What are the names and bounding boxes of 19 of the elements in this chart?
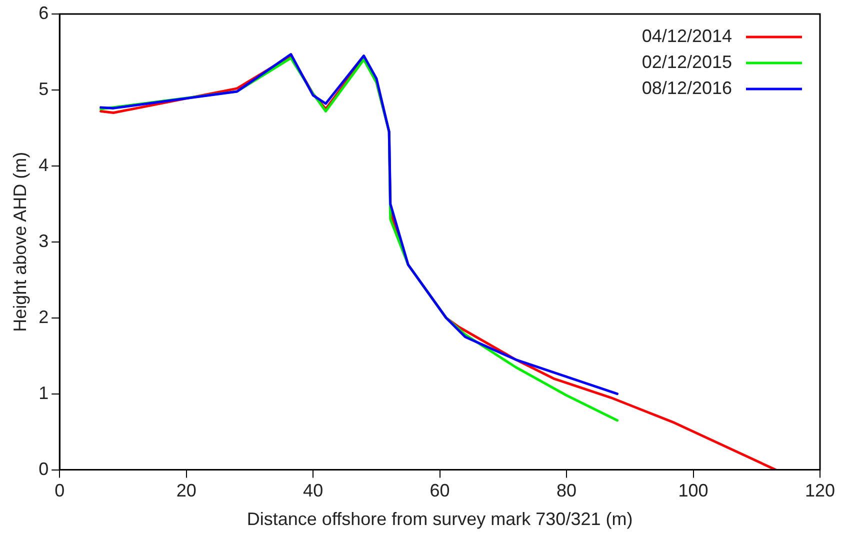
x-tick-label: 120 — [804, 480, 836, 501]
x-axis-title: Distance offshore from survey mark 730/321 (m) — [246, 509, 633, 530]
x-tick-label: 60 — [430, 480, 450, 501]
x-tick-label: 0 — [54, 480, 65, 501]
y-axis-title: Height above AHD (m) — [10, 152, 30, 332]
x-tick-label: 100 — [678, 480, 708, 501]
legend-label: 08/12/2016 — [642, 78, 732, 98]
y-tick-label: 5 — [38, 78, 49, 99]
y-tick-label: 2 — [38, 306, 49, 327]
y-tick-label: 1 — [38, 382, 49, 403]
x-tick-label: 20 — [176, 480, 196, 501]
y-tick-label: 4 — [38, 154, 49, 175]
y-tick-label: 0 — [38, 458, 49, 479]
x-tick-label: 80 — [556, 480, 577, 501]
x-tick-label: 40 — [303, 480, 324, 501]
legend-label: 04/12/2014 — [642, 26, 732, 46]
y-tick-label: 6 — [38, 2, 49, 23]
y-tick-label: 3 — [38, 230, 49, 251]
legend-label: 02/12/2015 — [642, 52, 732, 72]
